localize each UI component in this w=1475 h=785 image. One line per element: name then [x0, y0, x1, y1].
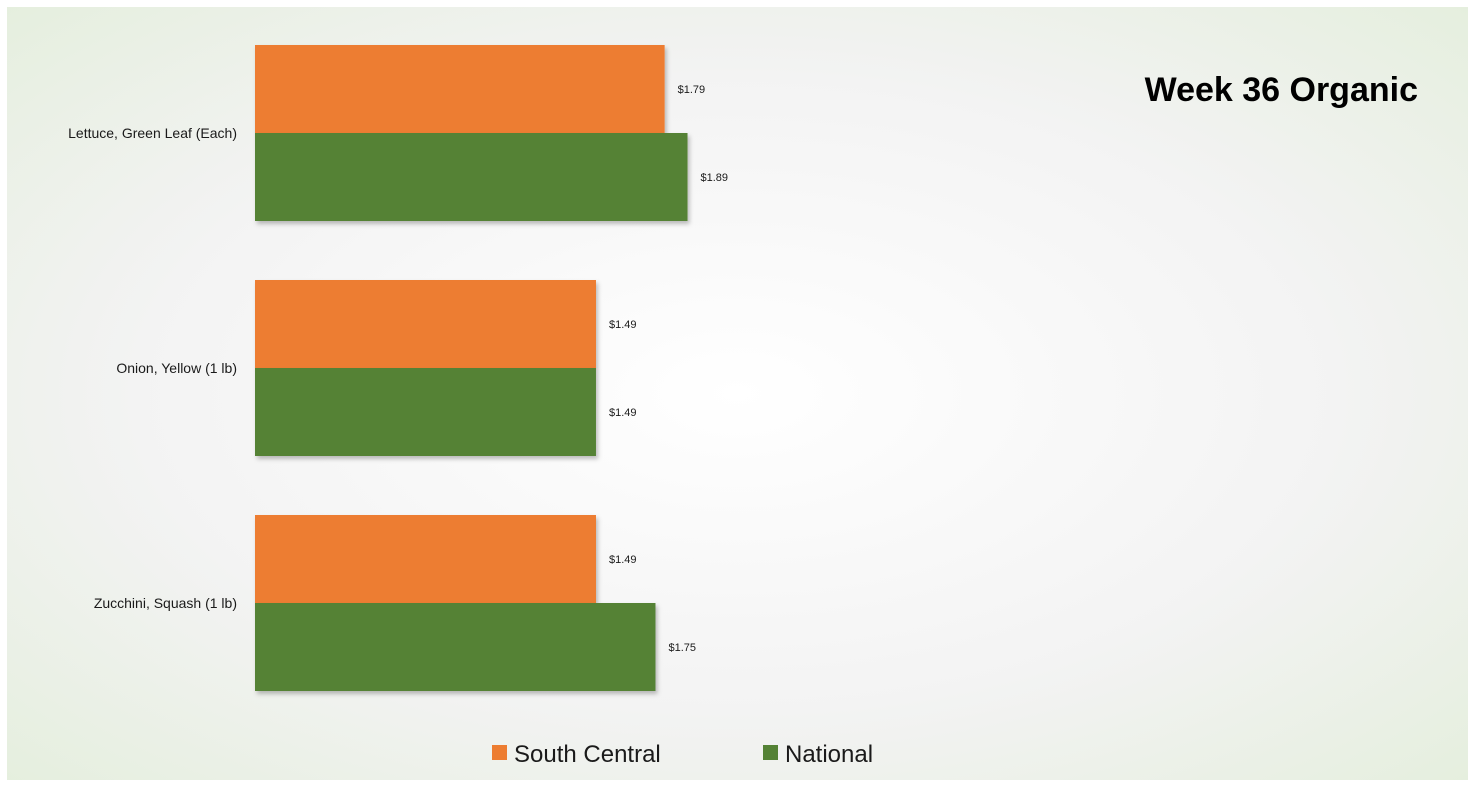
data-label-national-lettuce-green-leaf-each: $1.89	[701, 172, 729, 184]
category-label-lettuce-green-leaf-each: Lettuce, Green Leaf (Each)	[68, 125, 237, 141]
data-label-national-zucchini-squash-1-lb: $1.75	[668, 642, 696, 654]
chart-title: Week 36 Organic	[1145, 71, 1418, 109]
data-label-south-central-onion-yellow-1-lb: $1.49	[609, 319, 637, 331]
bar-national-lettuce-green-leaf-each	[255, 133, 688, 221]
data-label-south-central-lettuce-green-leaf-each: $1.79	[678, 84, 706, 96]
data-label-national-onion-yellow-1-lb: $1.49	[609, 407, 637, 419]
legend-swatch-national	[763, 745, 778, 760]
bar-south-central-onion-yellow-1-lb	[255, 280, 596, 368]
chart-background	[7, 7, 1468, 780]
legend: South Central National	[492, 741, 873, 768]
category-label-zucchini-squash-1-lb: Zucchini, Squash (1 lb)	[94, 595, 237, 611]
legend-swatch-south-central	[492, 745, 507, 760]
legend-label-south-central: South Central	[514, 741, 661, 768]
bar-national-zucchini-squash-1-lb	[255, 603, 656, 691]
category-label-onion-yellow-1-lb: Onion, Yellow (1 lb)	[116, 360, 237, 376]
bars-layer: Lettuce, Green Leaf (Each) $1.79 $1.89 Onio…	[68, 45, 728, 691]
bar-national-onion-yellow-1-lb	[255, 368, 596, 456]
bar-south-central-zucchini-squash-1-lb	[255, 515, 596, 603]
data-label-south-central-zucchini-squash-1-lb: $1.49	[609, 554, 637, 566]
bar-south-central-lettuce-green-leaf-each	[255, 45, 665, 133]
legend-label-national: National	[785, 741, 873, 768]
